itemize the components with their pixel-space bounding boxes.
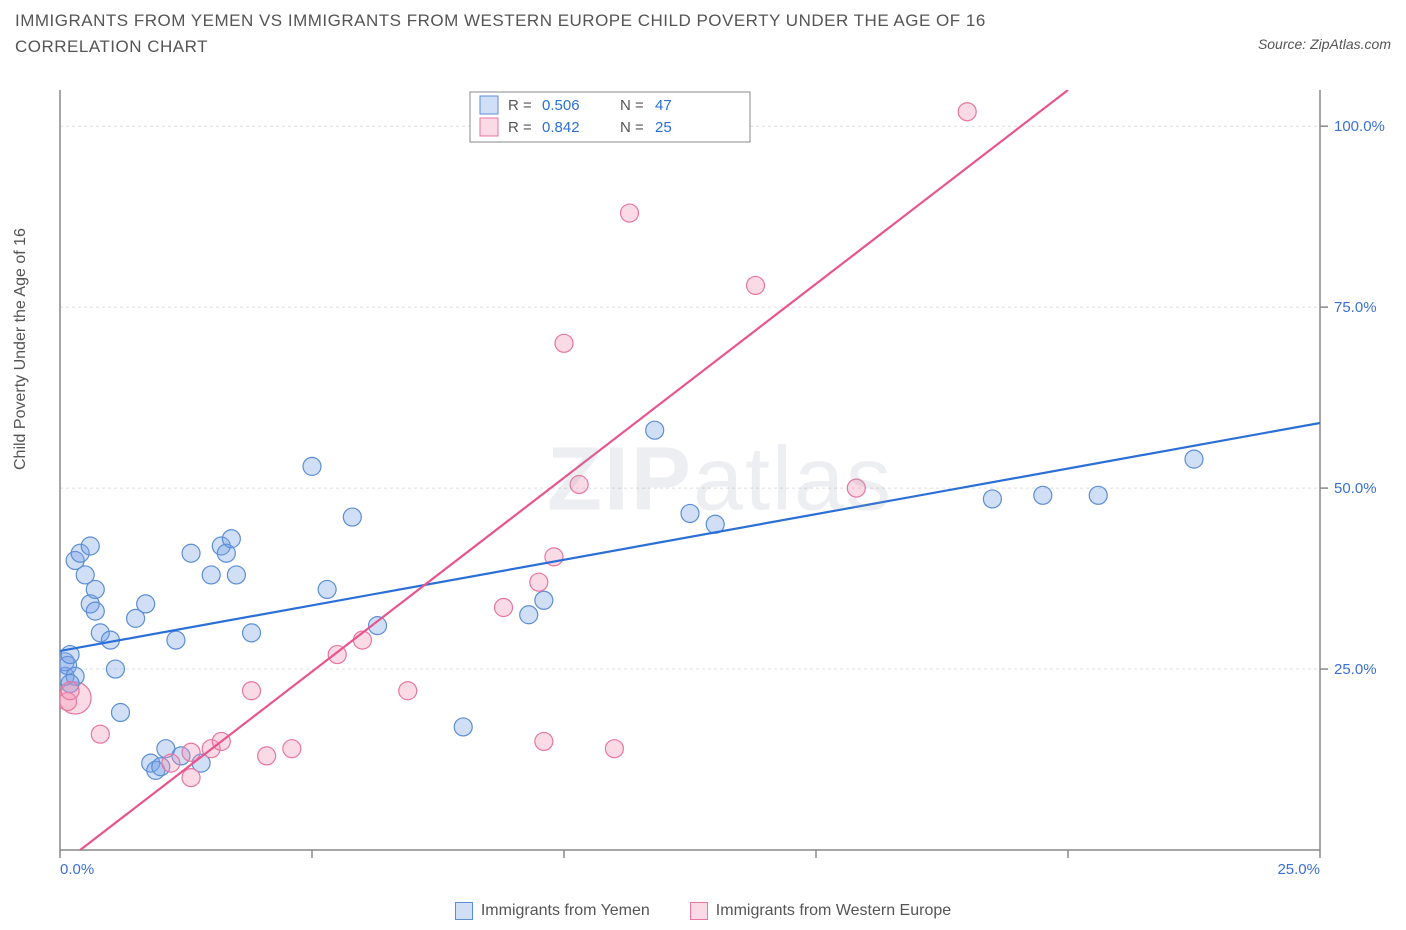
svg-text:50.0%: 50.0% <box>1334 480 1377 497</box>
scatter-chart: 0.0% 25.0% 25.0% 50.0% 75.0% 100.0% R = 0.506 N … <box>50 80 1390 880</box>
svg-text:47: 47 <box>655 97 672 114</box>
source-label: Source: <box>1258 36 1306 52</box>
svg-text:25.0%: 25.0% <box>1277 861 1320 878</box>
chart-title: IMMIGRANTS FROM YEMEN VS IMMIGRANTS FROM… <box>15 8 1115 59</box>
svg-text:R =: R = <box>508 119 532 136</box>
svg-text:R =: R = <box>508 97 532 114</box>
svg-text:100.0%: 100.0% <box>1334 118 1385 135</box>
svg-text:N =: N = <box>620 119 644 136</box>
svg-text:0.842: 0.842 <box>542 119 580 136</box>
source-name: ZipAtlas.com <box>1310 36 1391 52</box>
legend-label-western-europe: Immigrants from Western Europe <box>716 902 951 920</box>
source-attribution: Source: ZipAtlas.com <box>1258 36 1391 52</box>
legend-item-western-europe: Immigrants from Western Europe <box>690 902 951 920</box>
legend-swatch-yemen <box>455 902 473 920</box>
svg-text:25: 25 <box>655 119 672 136</box>
svg-text:N =: N = <box>620 97 644 114</box>
legend-swatch-western-europe <box>690 902 708 920</box>
svg-text:75.0%: 75.0% <box>1334 299 1377 316</box>
chart-area: 0.0% 25.0% 25.0% 50.0% 75.0% 100.0% R = 0.506 N … <box>50 80 1390 880</box>
bottom-legend: Immigrants from Yemen Immigrants from We… <box>0 902 1406 920</box>
svg-text:0.506: 0.506 <box>542 97 580 114</box>
svg-text:25.0%: 25.0% <box>1334 661 1377 678</box>
legend-item-yemen: Immigrants from Yemen <box>455 902 650 920</box>
svg-text:0.0%: 0.0% <box>60 861 94 878</box>
y-axis-label: Child Poverty Under the Age of 16 <box>12 228 30 470</box>
legend-label-yemen: Immigrants from Yemen <box>481 902 650 920</box>
